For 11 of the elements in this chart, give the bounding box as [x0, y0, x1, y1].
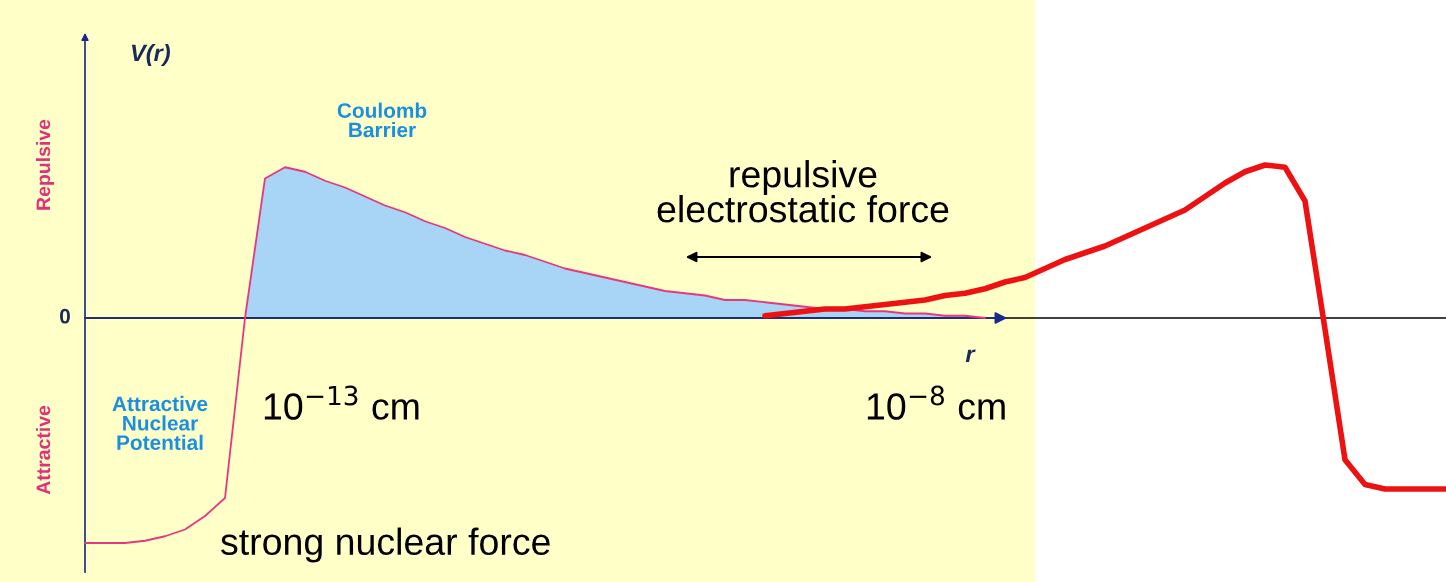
annotation: 10$^{−8}$ cm — [867, 385, 1005, 420]
annotation: repulsive electrostatic force — [657, 160, 949, 223]
annotation: strong nuclear force — [221, 527, 550, 563]
x-axis-title: r — [965, 349, 976, 363]
annotation: 10$^{−13}$ cm — [264, 385, 419, 420]
text: Attractive — [35, 405, 51, 495]
annotation: Attractive Nuclear Potential — [112, 395, 208, 451]
y-axis-title: V(r) — [131, 44, 170, 66]
text: Coulomb Barrier — [337, 102, 427, 138]
text: 0 — [60, 308, 70, 324]
text: Repulsive — [35, 119, 55, 210]
